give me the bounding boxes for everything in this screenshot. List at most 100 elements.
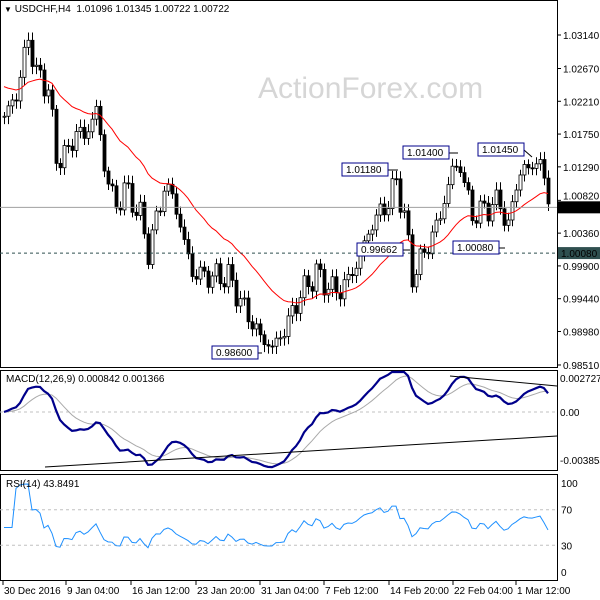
candle bbox=[402, 203, 407, 219]
candle bbox=[350, 267, 355, 284]
candle bbox=[394, 170, 399, 186]
candle-body bbox=[162, 190, 167, 213]
candle bbox=[174, 186, 179, 220]
candle bbox=[514, 184, 519, 209]
candle bbox=[122, 175, 127, 216]
candle-body bbox=[254, 323, 259, 330]
candle bbox=[322, 263, 327, 303]
candle-body bbox=[410, 234, 415, 288]
candle-body bbox=[278, 337, 283, 340]
price-tick-label: 1.01750 bbox=[563, 130, 600, 141]
candle bbox=[382, 196, 387, 222]
annotation-label: 0.98600 bbox=[216, 348, 253, 359]
candle bbox=[262, 330, 267, 353]
price-tick-label: 1.02210 bbox=[563, 97, 600, 108]
candle-body bbox=[302, 275, 307, 299]
collapse-triangle-icon[interactable]: ▼ bbox=[4, 5, 12, 14]
candle-body bbox=[158, 210, 163, 213]
candle bbox=[482, 194, 487, 209]
candle-body bbox=[466, 182, 471, 191]
candle-body bbox=[186, 239, 191, 255]
candle bbox=[58, 158, 63, 175]
candle bbox=[78, 119, 83, 139]
candle-body bbox=[258, 323, 263, 336]
price-annotation: 0.99662 bbox=[356, 242, 410, 257]
candle-body bbox=[346, 273, 351, 281]
rsi-tick-label: 0 bbox=[561, 568, 567, 579]
macd-resistance-trendline bbox=[449, 375, 558, 387]
symbol-label: USDCHF,H4 bbox=[14, 4, 71, 15]
candle-body bbox=[38, 64, 43, 71]
candle bbox=[114, 179, 119, 214]
candle-body bbox=[182, 226, 187, 240]
candle-body bbox=[14, 99, 19, 102]
candle-body bbox=[154, 210, 159, 231]
candle-body bbox=[114, 185, 119, 209]
candle bbox=[198, 260, 203, 285]
candle-body bbox=[146, 233, 151, 265]
candle-body bbox=[42, 69, 47, 97]
candle-body bbox=[210, 275, 215, 288]
price-tick-label: 1.00820 bbox=[563, 191, 600, 202]
candle bbox=[398, 171, 403, 219]
annotation-label: 0.99662 bbox=[361, 245, 398, 256]
candle-body bbox=[206, 270, 211, 288]
candle bbox=[118, 201, 123, 216]
current-price-label: 1.00722 bbox=[561, 203, 598, 214]
candle-body bbox=[422, 248, 427, 253]
candle bbox=[234, 272, 239, 313]
candle-body bbox=[46, 89, 51, 97]
price-annotation: 1.01180 bbox=[341, 162, 398, 177]
candle bbox=[42, 63, 47, 104]
macd-tick-label: -0.003854 bbox=[560, 456, 600, 467]
candle-body bbox=[30, 39, 35, 67]
candle bbox=[374, 209, 379, 237]
candle bbox=[266, 339, 271, 354]
candle bbox=[6, 100, 11, 125]
time-tick-label: 7 Feb 12:00 bbox=[325, 586, 379, 597]
candle-body bbox=[214, 263, 219, 277]
annotation-box bbox=[211, 345, 259, 360]
candle-body bbox=[78, 126, 83, 132]
candle bbox=[410, 228, 415, 293]
candle bbox=[102, 129, 107, 178]
candle-body bbox=[58, 162, 63, 169]
candle-body bbox=[66, 145, 71, 147]
candle-body bbox=[402, 210, 407, 213]
candle bbox=[306, 269, 311, 295]
candle bbox=[14, 93, 19, 109]
annotation-box bbox=[477, 142, 525, 157]
candle bbox=[214, 258, 219, 283]
candle-body bbox=[450, 165, 455, 186]
candle-body bbox=[378, 203, 383, 216]
candle bbox=[522, 160, 527, 182]
candle-body bbox=[98, 105, 103, 136]
candle-body bbox=[406, 210, 411, 236]
candle-body bbox=[326, 288, 331, 296]
candle bbox=[130, 175, 135, 218]
candle-body bbox=[2, 115, 7, 118]
candle-body bbox=[438, 218, 443, 221]
annotation-box bbox=[356, 242, 404, 257]
candle-body bbox=[202, 266, 207, 272]
candle bbox=[46, 84, 51, 104]
candle-body bbox=[354, 267, 359, 277]
candle bbox=[274, 331, 279, 354]
candle bbox=[178, 206, 183, 233]
candle bbox=[190, 246, 195, 283]
candle bbox=[142, 195, 147, 239]
candle-body bbox=[390, 178, 395, 209]
candle-body bbox=[246, 297, 251, 323]
candle bbox=[70, 138, 75, 158]
candle-body bbox=[394, 178, 399, 181]
candle-body bbox=[350, 273, 355, 277]
chart-header: ▼ USDCHF,H4 1.01096 1.01345 1.00722 1.00… bbox=[4, 4, 229, 15]
candle bbox=[54, 105, 59, 171]
candle bbox=[466, 177, 471, 195]
candle bbox=[318, 258, 323, 278]
annotation-leader bbox=[523, 149, 533, 158]
candle bbox=[354, 261, 359, 284]
candle bbox=[470, 185, 475, 226]
candle bbox=[294, 297, 299, 322]
